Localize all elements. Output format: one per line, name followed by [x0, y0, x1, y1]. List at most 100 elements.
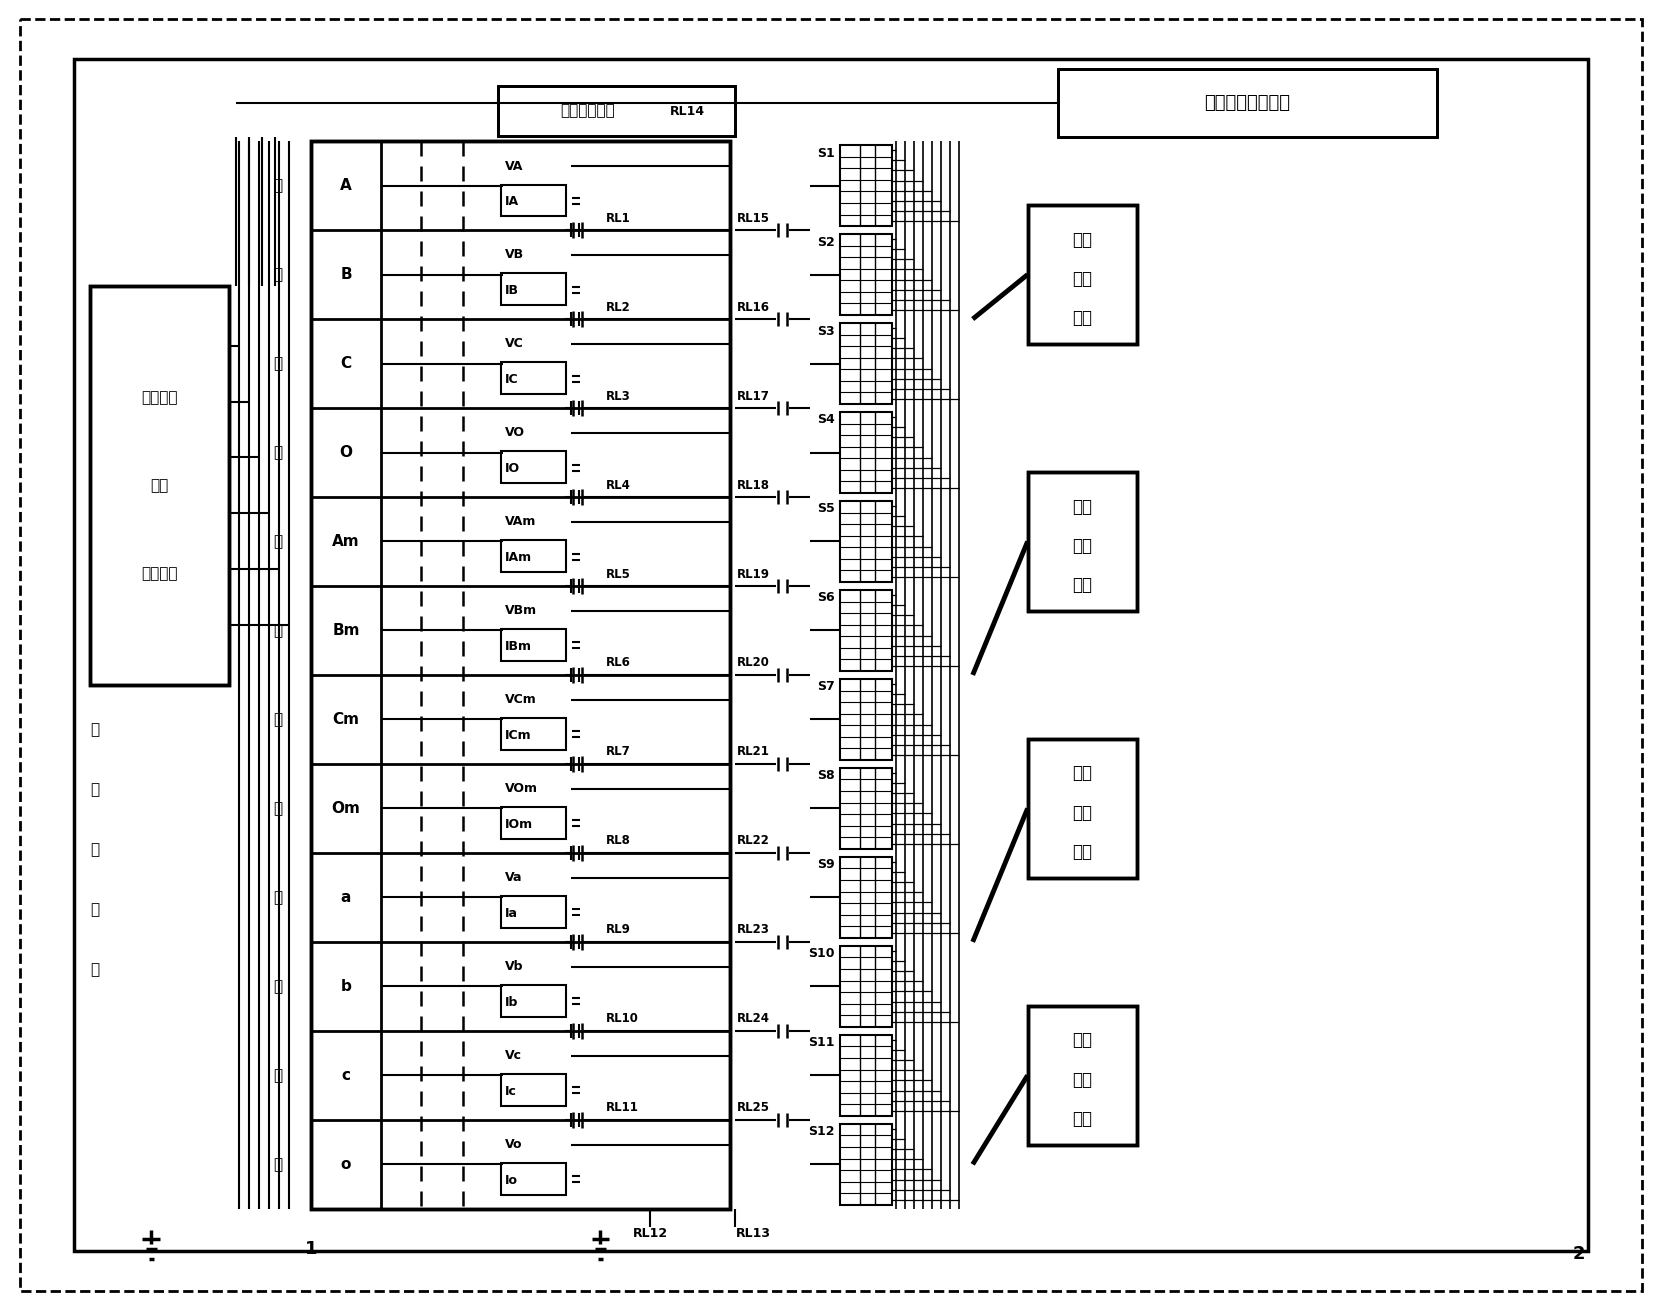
Bar [839, 500, 892, 582]
Text: 组: 组 [274, 800, 283, 816]
Text: RL4: RL4 [605, 478, 630, 491]
Text: 短阻: 短阻 [1072, 765, 1092, 782]
Text: 测量: 测量 [1072, 537, 1092, 554]
Text: 绕: 绕 [274, 1068, 283, 1083]
Bar [500, 1163, 565, 1195]
Text: RL3: RL3 [605, 389, 630, 402]
Text: VOm: VOm [505, 782, 538, 795]
Text: RL25: RL25 [738, 1102, 770, 1115]
Bar [500, 363, 565, 394]
Text: VC: VC [505, 338, 524, 351]
Text: 测量: 测量 [1072, 270, 1092, 288]
Text: VB: VB [505, 249, 524, 262]
Bar [1027, 1006, 1137, 1145]
Bar [1027, 204, 1137, 345]
Bar [839, 145, 892, 227]
Text: VCm: VCm [505, 693, 537, 706]
Text: RL9: RL9 [605, 924, 630, 937]
Bar [500, 1074, 565, 1106]
Text: RL6: RL6 [605, 656, 630, 669]
Text: 有载分接: 有载分接 [141, 390, 178, 405]
Text: S9: S9 [818, 858, 834, 871]
Text: A: A [341, 178, 352, 193]
Text: RL18: RL18 [738, 478, 770, 491]
Text: S2: S2 [818, 236, 834, 249]
Text: S6: S6 [818, 591, 834, 604]
Text: VAm: VAm [505, 515, 537, 528]
Bar [1027, 739, 1137, 878]
Bar [1057, 69, 1436, 138]
Text: S10: S10 [808, 947, 834, 960]
Text: RL7: RL7 [605, 745, 630, 758]
Bar [839, 590, 892, 671]
Text: Ia: Ia [505, 907, 517, 920]
Text: 测量: 测量 [1072, 1070, 1092, 1089]
Text: Va: Va [505, 871, 522, 884]
Text: RL17: RL17 [738, 389, 770, 402]
Text: S1: S1 [818, 147, 834, 160]
Bar [500, 629, 565, 660]
Bar [839, 857, 892, 938]
Bar [839, 768, 892, 849]
Text: B: B [341, 267, 352, 282]
Text: C: C [341, 356, 352, 371]
Text: Vb: Vb [505, 960, 524, 973]
Text: 模块: 模块 [1072, 576, 1092, 593]
Text: RL12: RL12 [633, 1227, 668, 1241]
Text: 模块: 模块 [1072, 309, 1092, 328]
Text: RL21: RL21 [738, 745, 770, 758]
Text: RL23: RL23 [738, 924, 770, 937]
Text: Ib: Ib [505, 996, 519, 1009]
Text: RL20: RL20 [738, 656, 770, 669]
Text: 绕: 绕 [274, 356, 283, 371]
Text: IB: IB [505, 284, 519, 297]
Text: S8: S8 [818, 769, 834, 782]
Bar [839, 324, 892, 403]
Text: 开关: 开关 [150, 478, 168, 493]
Bar [500, 274, 565, 305]
Text: 绕: 绕 [274, 711, 283, 727]
Bar [839, 413, 892, 493]
Text: RL10: RL10 [605, 1013, 638, 1026]
Bar [839, 679, 892, 760]
Text: RL1: RL1 [605, 212, 630, 224]
Text: Vc: Vc [505, 1049, 522, 1062]
Text: S5: S5 [818, 503, 834, 515]
Bar [500, 985, 565, 1017]
Text: O: O [339, 445, 352, 460]
Text: S3: S3 [818, 325, 834, 338]
Text: IO: IO [505, 462, 520, 476]
Text: 力: 力 [90, 782, 100, 798]
Bar [90, 286, 229, 685]
Text: Am: Am [332, 534, 361, 549]
Text: 压: 压 [274, 267, 283, 282]
Text: b: b [341, 979, 351, 994]
Text: RL5: RL5 [605, 567, 630, 580]
Text: RL8: RL8 [605, 834, 630, 848]
Text: 组: 组 [274, 1157, 283, 1172]
Bar [497, 86, 735, 136]
Text: Om: Om [332, 800, 361, 816]
Text: a: a [341, 889, 351, 905]
Text: RL2: RL2 [605, 300, 630, 313]
Bar [839, 1124, 892, 1205]
Text: RL13: RL13 [736, 1227, 771, 1241]
Bar [90, 286, 229, 685]
Text: c: c [341, 1068, 351, 1083]
Text: 组: 组 [274, 445, 283, 460]
Text: IA: IA [505, 195, 519, 208]
Bar [1027, 739, 1137, 878]
Text: ICm: ICm [505, 728, 532, 741]
Text: RL24: RL24 [738, 1013, 770, 1026]
Text: Vo: Vo [505, 1138, 522, 1151]
Text: Ic: Ic [505, 1085, 517, 1098]
Text: 压: 压 [90, 903, 100, 917]
Text: 变比: 变比 [1072, 1031, 1092, 1049]
Text: 有载: 有载 [1072, 498, 1092, 516]
Text: RL15: RL15 [738, 212, 770, 224]
Text: 直阻: 直阻 [1072, 231, 1092, 249]
Bar [311, 141, 730, 1209]
Bar [839, 234, 892, 316]
Text: S7: S7 [818, 680, 834, 693]
Text: S12: S12 [808, 1125, 834, 1138]
